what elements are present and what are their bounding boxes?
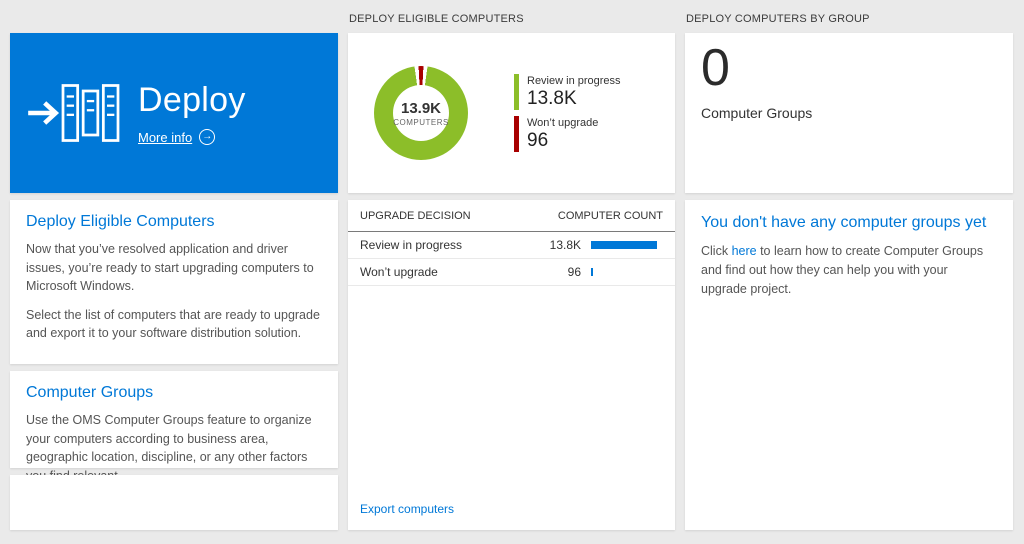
no-groups-paragraph: Click here to learn how to create Comput… xyxy=(701,242,997,298)
more-info-link[interactable]: More info → xyxy=(138,129,246,145)
computer-groups-count-label: Computer Groups xyxy=(701,104,813,121)
legend-label: Review in progress xyxy=(527,74,621,87)
eligible-computers-chart-tile[interactable]: 13.9K COMPUTERS Review in progress 13.8K… xyxy=(348,33,675,193)
text-before-link: Click xyxy=(701,244,732,258)
deploy-eligible-para1: Now that you’ve resolved application and… xyxy=(26,242,314,293)
deploy-eligible-heading: Deploy Eligible Computers xyxy=(26,213,215,230)
computer-groups-para: Use the OMS Computer Groups feature to o… xyxy=(26,413,312,483)
left-column: Deploy More info → Deploy Eligible Compu… xyxy=(10,33,338,530)
legend-color-bar-green xyxy=(514,74,519,110)
right-column-header: DEPLOY COMPUTERS BY GROUP xyxy=(686,13,870,25)
left-empty-card xyxy=(10,475,338,530)
arrow-right-circle-icon: → xyxy=(199,129,216,145)
donut-center-value: 13.9K xyxy=(400,99,442,117)
count-bar xyxy=(591,241,658,249)
more-info-label[interactable]: More info xyxy=(138,129,193,145)
right-column: 0 Computer Groups You don't have any com… xyxy=(685,33,1013,530)
legend-label: Won’t upgrade xyxy=(527,116,599,129)
donut-center-label: COMPUTERS xyxy=(393,117,449,127)
count-bar xyxy=(591,268,594,276)
legend-value: 13.8K xyxy=(527,87,577,109)
legend-item-wont-upgrade: Won’t upgrade 96 xyxy=(514,116,621,152)
deploy-icon xyxy=(10,80,138,146)
deploy-tile-text: Deploy More info → xyxy=(138,81,246,145)
no-computer-groups-card: You don't have any computer groups yet C… xyxy=(685,200,1013,530)
middle-column-header: DEPLOY ELIGIBLE COMPUTERS xyxy=(349,13,524,25)
donut-legend: Review in progress 13.8K Won’t upgrade 9… xyxy=(514,74,621,152)
deploy-tile-title: Deploy xyxy=(138,81,246,119)
table-col-computer-count: COMPUTER COUNT xyxy=(557,209,663,222)
table-col-upgrade-decision: UPGRADE DECISION xyxy=(360,209,471,222)
upgrade-decision-table-card: UPGRADE DECISION COMPUTER COUNT Review i… xyxy=(348,200,675,530)
deploy-blade-tile[interactable]: Deploy More info → xyxy=(10,33,338,193)
computer-groups-count: 0 xyxy=(701,39,730,97)
legend-item-review: Review in progress 13.8K xyxy=(514,74,621,110)
computer-groups-heading: Computer Groups xyxy=(26,384,154,401)
row-label: Won’t upgrade xyxy=(360,265,438,279)
row-bar-wrap xyxy=(591,241,663,249)
row-value: 13.8K xyxy=(549,238,581,252)
legend-value: 96 xyxy=(527,129,549,151)
computer-groups-count-tile[interactable]: 0 Computer Groups xyxy=(685,33,1013,193)
donut-chart[interactable]: 13.9K COMPUTERS xyxy=(374,66,468,160)
table-row[interactable]: Won’t upgrade 96 xyxy=(348,259,675,286)
legend-color-bar-red xyxy=(514,116,519,152)
table-row[interactable]: Review in progress 13.8K xyxy=(348,232,675,259)
deploy-eligible-section: Deploy Eligible Computers Now that you’v… xyxy=(10,200,338,364)
deploy-eligible-para2: Select the list of computers that are re… xyxy=(26,307,320,341)
no-groups-heading: You don't have any computer groups yet xyxy=(701,214,987,231)
computer-groups-section: Computer Groups Use the OMS Computer Gro… xyxy=(10,371,338,483)
donut-center: 13.9K COMPUTERS xyxy=(393,85,449,141)
row-value: 96 xyxy=(567,265,581,279)
export-computers-link[interactable]: Export computers xyxy=(360,502,455,516)
table-header-row: UPGRADE DECISION COMPUTER COUNT xyxy=(348,200,675,232)
row-label: Review in progress xyxy=(360,238,463,252)
middle-column: 13.9K COMPUTERS Review in progress 13.8K… xyxy=(348,33,675,530)
text-after-link: to learn how to create Computer Groups a… xyxy=(701,244,984,296)
here-link[interactable]: here xyxy=(731,244,757,258)
row-bar-wrap xyxy=(591,268,663,276)
